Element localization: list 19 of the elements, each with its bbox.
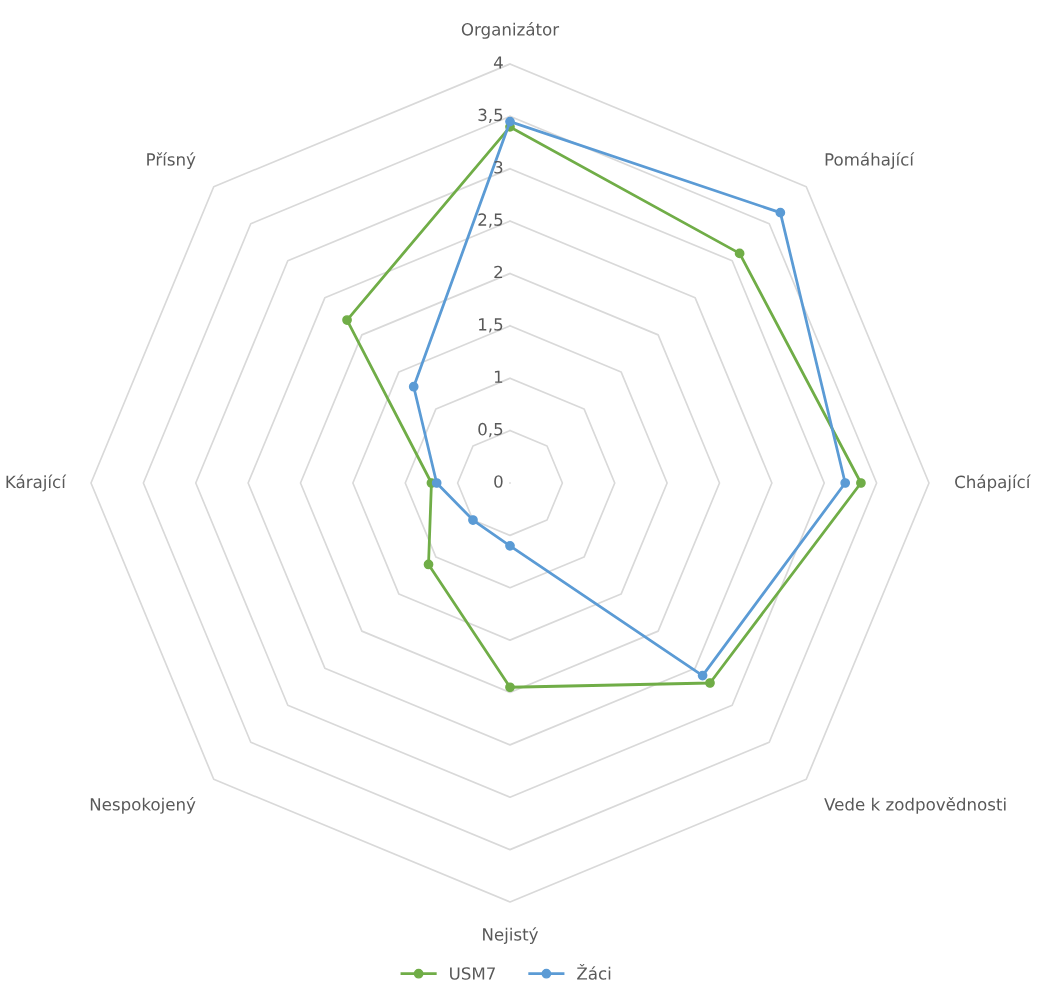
spoke-label: Nejistý bbox=[483, 927, 539, 944]
spoke-label: Chápající bbox=[955, 474, 1031, 492]
y-tick-label: 0 bbox=[494, 475, 503, 488]
legend-label: Žáci bbox=[577, 964, 611, 980]
spoke-label: Vede k zodpovědnosti bbox=[824, 797, 1006, 814]
y-tick-label: 3 bbox=[494, 160, 503, 174]
spoke-label: Nespokojený bbox=[90, 797, 196, 814]
y-tick-label: 1,5 bbox=[479, 318, 503, 333]
y-tick-label: 3,5 bbox=[478, 108, 503, 123]
y-tick-label: 1 bbox=[494, 370, 503, 383]
y-tick-label: 2,5 bbox=[478, 213, 503, 228]
spoke-label: Organizátor bbox=[461, 22, 560, 39]
spoke-label: Přísný bbox=[147, 152, 196, 169]
y-tick-label: 4 bbox=[493, 56, 503, 69]
y-tick-label: 2 bbox=[494, 265, 503, 279]
legend-label: USM7 bbox=[450, 967, 495, 980]
spoke-label: Kárající bbox=[6, 474, 67, 492]
spoke-label: Pomáhající bbox=[825, 152, 915, 169]
y-tick-label: 0,5 bbox=[478, 422, 503, 438]
